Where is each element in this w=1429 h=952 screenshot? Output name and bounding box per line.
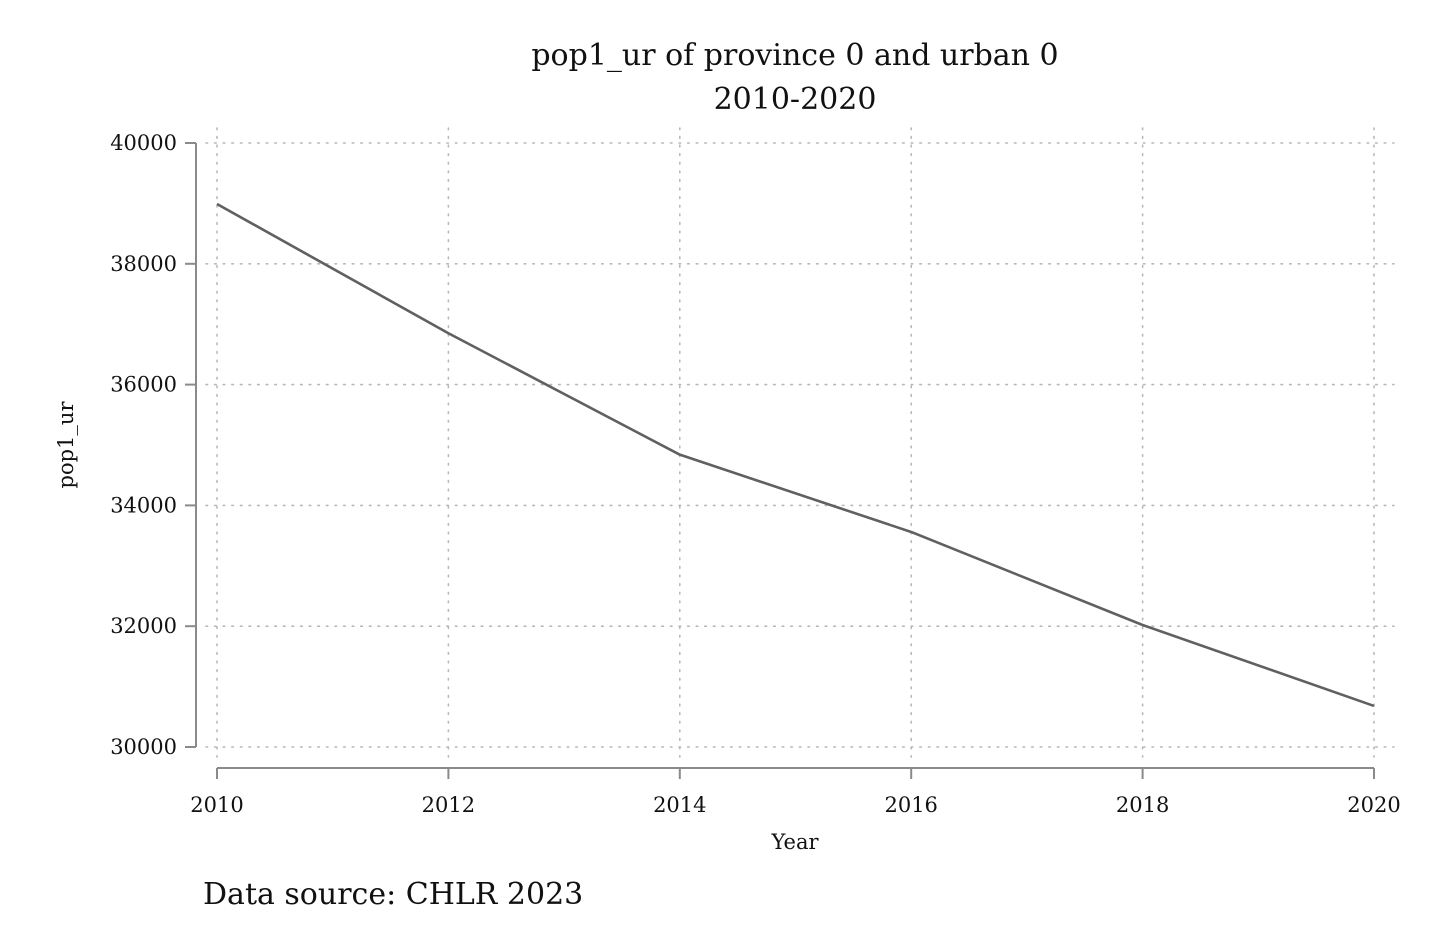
x-tick-label: 2020: [1347, 793, 1400, 817]
x-tick-label: 2012: [422, 793, 475, 817]
chart-title: pop1_ur of province 0 and urban 0: [531, 38, 1058, 73]
grid: [205, 127, 1395, 758]
x-tick-label: 2018: [1116, 793, 1169, 817]
chart-subtitle: 2010-2020: [714, 82, 877, 117]
y-axis-label: pop1_ur: [54, 401, 78, 489]
y-tick-label: 32000: [110, 614, 177, 638]
data-source-note: Data source: CHLR 2023: [203, 877, 583, 912]
y-tick-label: 40000: [110, 131, 177, 155]
y-tick-label: 36000: [110, 373, 177, 397]
x-tick-label: 2014: [653, 793, 706, 817]
x-tick-label: 2010: [190, 793, 243, 817]
y-tick-label: 30000: [110, 735, 177, 759]
y-tick-label: 38000: [110, 252, 177, 276]
y-tick-labels: 30000 32000 34000 36000 38000 40000: [110, 131, 177, 759]
axes: [185, 142, 1375, 779]
series: [216, 202, 1375, 708]
y-tick-label: 34000: [110, 493, 177, 517]
series-line: [216, 202, 1375, 708]
x-axis-label: Year: [770, 830, 819, 854]
x-tick-label: 2016: [884, 793, 937, 817]
x-tick-labels: 2010 2012 2014 2016 2018 2020: [190, 793, 1400, 817]
